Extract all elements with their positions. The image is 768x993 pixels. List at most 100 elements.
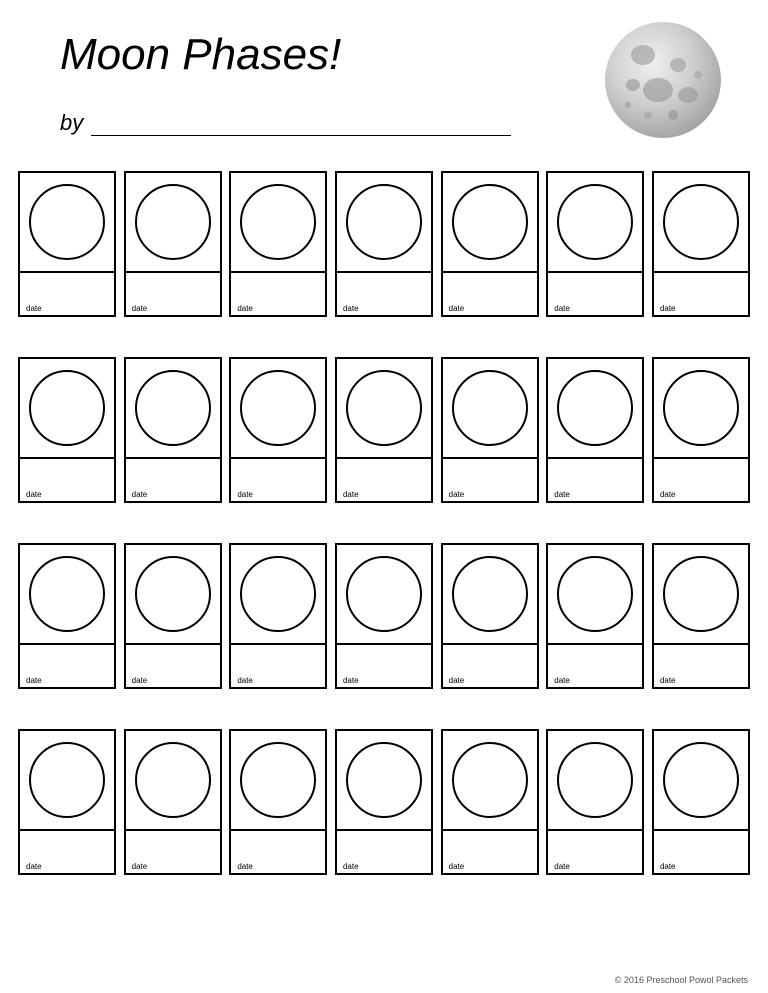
moon-cell[interactable]: date: [546, 357, 644, 503]
moon-cell[interactable]: date: [18, 171, 116, 317]
moon-cell[interactable]: date: [652, 357, 750, 503]
moon-draw-area[interactable]: [443, 173, 537, 273]
date-area[interactable]: date: [231, 273, 325, 315]
date-area[interactable]: date: [126, 459, 220, 501]
moon-draw-area[interactable]: [231, 731, 325, 831]
moon-draw-area[interactable]: [443, 359, 537, 459]
moon-cell[interactable]: date: [18, 729, 116, 875]
moon-circle: [29, 370, 105, 446]
moon-circle: [452, 184, 528, 260]
date-area[interactable]: date: [548, 645, 642, 687]
moon-draw-area[interactable]: [443, 731, 537, 831]
date-area[interactable]: date: [443, 459, 537, 501]
moon-draw-area[interactable]: [231, 545, 325, 645]
moon-cell[interactable]: date: [441, 171, 539, 317]
moon-draw-area[interactable]: [654, 359, 748, 459]
date-area[interactable]: date: [654, 273, 748, 315]
moon-cell[interactable]: date: [124, 357, 222, 503]
date-area[interactable]: date: [20, 645, 114, 687]
date-area[interactable]: date: [20, 273, 114, 315]
date-area[interactable]: date: [443, 273, 537, 315]
date-area[interactable]: date: [443, 831, 537, 873]
moon-draw-area[interactable]: [231, 359, 325, 459]
moon-draw-area[interactable]: [337, 359, 431, 459]
moon-cell[interactable]: date: [441, 543, 539, 689]
moon-circle: [452, 742, 528, 818]
moon-cell[interactable]: date: [229, 729, 327, 875]
date-label: date: [449, 304, 465, 313]
moon-draw-area[interactable]: [337, 731, 431, 831]
moon-draw-area[interactable]: [654, 173, 748, 273]
moon-circle: [240, 184, 316, 260]
date-area[interactable]: date: [654, 831, 748, 873]
name-line[interactable]: [91, 135, 511, 136]
moon-cell[interactable]: date: [335, 357, 433, 503]
date-area[interactable]: date: [548, 273, 642, 315]
moon-draw-area[interactable]: [443, 545, 537, 645]
moon-draw-area[interactable]: [126, 731, 220, 831]
date-area[interactable]: date: [126, 831, 220, 873]
moon-cell[interactable]: date: [546, 543, 644, 689]
moon-cell[interactable]: date: [652, 729, 750, 875]
date-area[interactable]: date: [231, 459, 325, 501]
date-area[interactable]: date: [126, 273, 220, 315]
moon-draw-area[interactable]: [654, 545, 748, 645]
date-area[interactable]: date: [337, 459, 431, 501]
moon-draw-area[interactable]: [548, 173, 642, 273]
moon-cell[interactable]: date: [546, 729, 644, 875]
moon-draw-area[interactable]: [548, 545, 642, 645]
moon-draw-area[interactable]: [548, 731, 642, 831]
moon-circle: [346, 742, 422, 818]
moon-draw-area[interactable]: [337, 173, 431, 273]
moon-circle: [135, 184, 211, 260]
date-label: date: [237, 304, 253, 313]
moon-cell[interactable]: date: [441, 357, 539, 503]
moon-draw-area[interactable]: [20, 173, 114, 273]
date-area[interactable]: date: [548, 459, 642, 501]
moon-draw-area[interactable]: [548, 359, 642, 459]
moon-cell[interactable]: date: [335, 171, 433, 317]
moon-draw-area[interactable]: [337, 545, 431, 645]
moon-cell[interactable]: date: [124, 543, 222, 689]
date-area[interactable]: date: [337, 645, 431, 687]
moon-draw-area[interactable]: [20, 545, 114, 645]
date-area[interactable]: date: [337, 831, 431, 873]
moon-circle: [135, 742, 211, 818]
date-area[interactable]: date: [443, 645, 537, 687]
moon-cell[interactable]: date: [335, 543, 433, 689]
moon-cell[interactable]: date: [18, 357, 116, 503]
date-area[interactable]: date: [548, 831, 642, 873]
moon-cell[interactable]: date: [652, 171, 750, 317]
moon-draw-area[interactable]: [20, 359, 114, 459]
date-area[interactable]: date: [126, 645, 220, 687]
moon-cell[interactable]: date: [229, 543, 327, 689]
moon-cell[interactable]: date: [124, 171, 222, 317]
date-label: date: [449, 676, 465, 685]
moon-cell[interactable]: date: [441, 729, 539, 875]
moon-draw-area[interactable]: [126, 173, 220, 273]
moon-circle: [346, 184, 422, 260]
moon-draw-area[interactable]: [126, 359, 220, 459]
date-area[interactable]: date: [231, 645, 325, 687]
date-area[interactable]: date: [654, 645, 748, 687]
moon-cell[interactable]: date: [546, 171, 644, 317]
date-area[interactable]: date: [654, 459, 748, 501]
moon-cell[interactable]: date: [229, 171, 327, 317]
date-area[interactable]: date: [20, 831, 114, 873]
date-area[interactable]: date: [337, 273, 431, 315]
moon-cell[interactable]: date: [229, 357, 327, 503]
moon-circle: [240, 556, 316, 632]
moon-cell[interactable]: date: [18, 543, 116, 689]
moon-cell[interactable]: date: [652, 543, 750, 689]
date-label: date: [449, 490, 465, 499]
moon-draw-area[interactable]: [20, 731, 114, 831]
date-area[interactable]: date: [20, 459, 114, 501]
moon-draw-area[interactable]: [231, 173, 325, 273]
moon-draw-area[interactable]: [654, 731, 748, 831]
moon-cell[interactable]: date: [124, 729, 222, 875]
date-label: date: [343, 304, 359, 313]
moon-cell[interactable]: date: [335, 729, 433, 875]
moon-draw-area[interactable]: [126, 545, 220, 645]
moon-circle: [135, 556, 211, 632]
date-area[interactable]: date: [231, 831, 325, 873]
